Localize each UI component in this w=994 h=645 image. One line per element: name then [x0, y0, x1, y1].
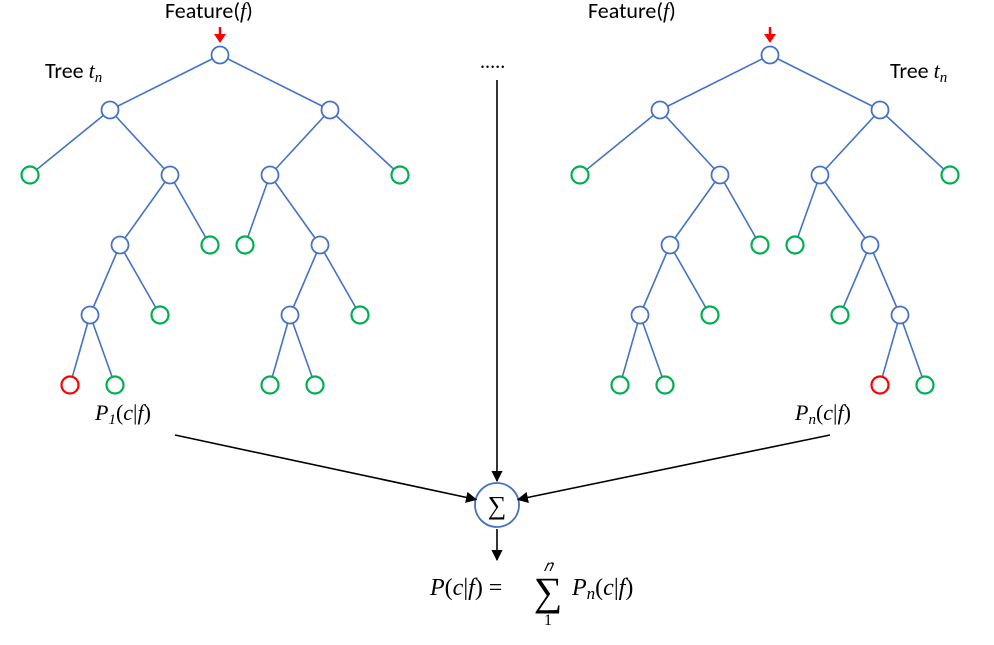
tree-leaf-green: [917, 377, 934, 394]
tree-leaf-green: [787, 237, 804, 254]
tree-edge: [580, 110, 660, 175]
dots-label: .....: [480, 50, 505, 74]
random-forest-diagram: ∑ Feature(f) Feature(f) Tree tn Tree tn P1(c|…: [0, 0, 994, 645]
feature-label-right: Feature(f): [588, 0, 676, 24]
prob-label-right: Pn(c|f): [794, 400, 851, 428]
tree-edge: [900, 315, 925, 385]
tree-node-internal: [312, 237, 329, 254]
tree-leaf-green: [202, 237, 219, 254]
tree-leaf-green: [262, 377, 279, 394]
tree-leaf-green: [832, 307, 849, 324]
tree-edge: [820, 110, 880, 175]
arrow-p-right: [518, 435, 830, 500]
tree-edge: [90, 315, 115, 385]
decision-tree-left: [22, 47, 409, 394]
tree-node-internal: [82, 307, 99, 324]
tree-edge: [320, 245, 360, 315]
tree-node-internal: [812, 167, 829, 184]
tree-edge: [90, 245, 120, 315]
tree-edge: [110, 55, 220, 110]
tree-label-left: Tree tn: [45, 57, 102, 86]
tree-edge: [870, 245, 900, 315]
tree-edge: [880, 315, 900, 385]
sigma-symbol: ∑: [488, 491, 507, 520]
tree-edge: [245, 175, 270, 245]
tree-node-internal: [712, 167, 729, 184]
tree-leaf-green: [352, 307, 369, 324]
tree-node-internal: [102, 102, 119, 119]
tree-edge: [620, 315, 640, 385]
tree-leaf-green: [392, 167, 409, 184]
tree-edge: [330, 110, 400, 175]
tree-node-internal: [262, 167, 279, 184]
tree-leaf-red: [62, 377, 79, 394]
tree-leaf-green: [237, 237, 254, 254]
tree-edge: [30, 110, 110, 175]
tree-edge: [820, 175, 870, 245]
tree-edge: [640, 315, 665, 385]
tree-edge: [120, 245, 160, 315]
tree-leaf-red: [872, 377, 889, 394]
tree-edge: [170, 175, 210, 245]
prob-label-left: P1(c|f): [94, 400, 151, 428]
tree-node-internal: [212, 47, 229, 64]
tree-edge: [670, 175, 720, 245]
tree-edge: [270, 110, 330, 175]
tree-node-internal: [162, 167, 179, 184]
tree-node-internal: [282, 307, 299, 324]
tree-leaf-green: [702, 307, 719, 324]
tree-node-internal: [762, 47, 779, 64]
tree-edge: [770, 55, 880, 110]
tree-leaf-green: [22, 167, 39, 184]
tree-leaf-green: [107, 377, 124, 394]
formula-sigma: ∑: [534, 569, 563, 614]
tree-leaf-green: [572, 167, 589, 184]
tree-edge: [880, 110, 950, 175]
tree-edge: [70, 315, 90, 385]
tree-edge: [640, 245, 670, 315]
tree-edge: [720, 175, 760, 245]
tree-leaf-green: [152, 307, 169, 324]
tree-node-internal: [862, 237, 879, 254]
formula-lhs: P(c|f) =: [429, 575, 502, 601]
formula-sum-bottom: 1: [544, 612, 552, 629]
tree-node-internal: [892, 307, 909, 324]
tree-node-internal: [322, 102, 339, 119]
tree-edge: [110, 110, 170, 175]
tree-leaf-green: [752, 237, 769, 254]
tree-leaf-green: [612, 377, 629, 394]
tree-edge: [795, 175, 820, 245]
tree-label-right: Tree tn: [890, 57, 947, 86]
tree-edge: [290, 245, 320, 315]
arrow-p-left: [175, 435, 476, 500]
tree-edge: [220, 55, 330, 110]
tree-leaf-green: [942, 167, 959, 184]
formula-rhs: Pn(c|f): [571, 575, 633, 603]
tree-node-internal: [652, 102, 669, 119]
tree-node-internal: [632, 307, 649, 324]
tree-node-internal: [662, 237, 679, 254]
tree-edge: [660, 55, 770, 110]
decision-tree-right: [572, 47, 959, 394]
tree-node-internal: [112, 237, 129, 254]
tree-edge: [270, 315, 290, 385]
feature-arrow-left: [214, 27, 226, 43]
tree-edge: [270, 175, 320, 245]
tree-edge: [670, 245, 710, 315]
tree-edge: [290, 315, 315, 385]
tree-edge: [120, 175, 170, 245]
tree-node-internal: [872, 102, 889, 119]
tree-leaf-green: [657, 377, 674, 394]
feature-arrow-right: [764, 27, 776, 43]
feature-label-left: Feature(f): [165, 0, 253, 24]
tree-edge: [660, 110, 720, 175]
tree-edge: [840, 245, 870, 315]
tree-leaf-green: [307, 377, 324, 394]
